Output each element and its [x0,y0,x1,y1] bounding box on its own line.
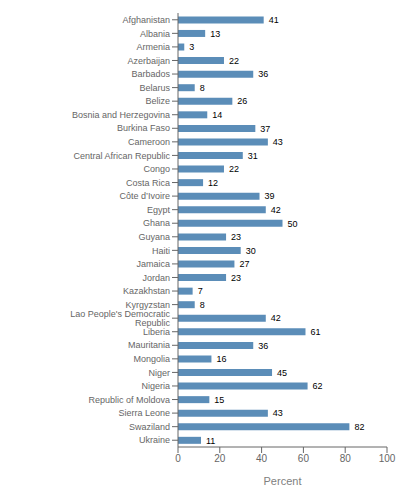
svg-text:Haiti: Haiti [152,246,170,256]
svg-text:Barbados: Barbados [131,69,170,79]
svg-text:8: 8 [200,300,205,310]
svg-text:3: 3 [189,42,194,52]
svg-text:11: 11 [206,436,215,446]
svg-text:Albania: Albania [140,29,170,39]
svg-text:40: 40 [256,453,268,464]
svg-text:Kazakhstan: Kazakhstan [123,286,170,296]
svg-text:13: 13 [210,29,220,39]
svg-text:Burkina Faso: Burkina Faso [117,123,170,133]
svg-text:42: 42 [271,205,281,215]
svg-text:Belize: Belize [145,96,170,106]
svg-text:43: 43 [273,408,283,418]
svg-text:26: 26 [237,96,247,106]
svg-text:14: 14 [212,110,222,120]
svg-text:Belarus: Belarus [139,83,170,93]
svg-text:Mauritania: Mauritania [128,340,170,350]
svg-text:15: 15 [214,395,224,405]
svg-text:Central African Republic: Central African Republic [73,151,170,161]
svg-text:Niger: Niger [148,368,170,378]
svg-text:20: 20 [214,453,226,464]
svg-text:61: 61 [310,327,320,337]
svg-text:0: 0 [175,453,181,464]
svg-text:60: 60 [298,453,310,464]
svg-text:Lao People's DemocraticRepubli: Lao People's DemocraticRepublic [70,309,170,328]
svg-text:Armenia: Armenia [136,42,170,52]
svg-text:37: 37 [260,124,270,134]
svg-text:Cameroon: Cameroon [128,137,170,147]
svg-text:Congo: Congo [143,164,170,174]
svg-text:Azerbaijan: Azerbaijan [127,56,170,66]
svg-text:Republic of Moldova: Republic of Moldova [88,395,170,405]
svg-text:Bosnia and Herzegovina: Bosnia and Herzegovina [72,110,170,120]
svg-text:27: 27 [239,259,249,269]
svg-text:Nigeria: Nigeria [141,381,170,391]
svg-text:Swaziland: Swaziland [129,422,170,432]
svg-text:Côte d’Ivoire: Côte d’Ivoire [119,191,170,201]
svg-text:62: 62 [313,381,323,391]
svg-text:Jamaica: Jamaica [136,259,170,269]
svg-text:Ukraine: Ukraine [139,435,170,445]
svg-text:7: 7 [198,286,203,296]
svg-text:100: 100 [379,453,396,464]
svg-text:Afghanistan: Afghanistan [122,15,170,25]
svg-text:Jordan: Jordan [142,273,170,283]
svg-text:45: 45 [277,368,287,378]
svg-text:Percent: Percent [264,475,302,487]
svg-text:31: 31 [248,151,258,161]
svg-text:Ghana: Ghana [143,218,170,228]
svg-text:Liberia: Liberia [143,327,170,337]
svg-text:22: 22 [229,164,239,174]
svg-text:36: 36 [258,69,268,79]
svg-text:Guyana: Guyana [138,232,170,242]
svg-text:Sierra Leone: Sierra Leone [118,408,170,418]
svg-text:36: 36 [258,341,268,351]
svg-text:22: 22 [229,56,239,66]
svg-text:16: 16 [216,354,226,364]
svg-text:Kyrgyzstan: Kyrgyzstan [125,299,170,310]
svg-text:Egypt: Egypt [147,205,171,215]
svg-text:Costa Rica: Costa Rica [126,178,170,188]
svg-text:8: 8 [200,83,205,93]
svg-text:42: 42 [271,313,281,323]
svg-text:50: 50 [288,219,298,229]
svg-text:Mongolia: Mongolia [133,354,170,364]
svg-text:82: 82 [354,422,364,432]
svg-text:39: 39 [265,191,275,201]
svg-text:30: 30 [246,246,256,256]
svg-text:23: 23 [231,232,241,242]
svg-text:41: 41 [269,15,279,25]
svg-text:12: 12 [208,178,218,188]
svg-text:80: 80 [340,453,352,464]
svg-text:43: 43 [273,137,283,147]
svg-text:23: 23 [231,273,241,283]
